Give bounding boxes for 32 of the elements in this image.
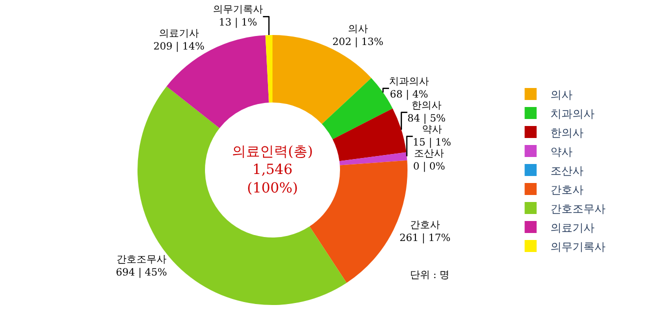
donut-slice [332,108,406,162]
legend-label: 조산사 [550,164,584,178]
data-label: 694 | 45% [116,268,167,279]
slice-label: 한의사 [412,100,442,112]
slice-label: 간호조무사 [116,254,166,266]
data-label: 13 | 1% [218,18,258,29]
data-label: 68 | 4% [390,89,428,100]
text: 의료인력(총) 1,546 (100%) [232,144,313,196]
donut-slice [265,35,272,103]
legend-label: 치과의사 [550,107,595,120]
legend-label: 의료기사 [550,221,595,234]
data-label: 209 | 14% [153,42,204,53]
text: 0 | 0% [413,161,446,172]
data-label: 15 | 1% [412,137,452,148]
donut-slice [339,152,408,166]
text: 단위 : 명 [410,270,450,281]
category-label: 조산사 [414,148,444,160]
slice-label: 의사 [348,24,368,36]
slice-label: 의료기사 [158,28,199,40]
slice-label: 치과의사 [389,76,430,88]
legend-label: 간호사 [550,183,584,196]
legend-label: 약사 [550,145,573,158]
legend-label: 의무기록사 [550,240,606,254]
slice-label: 의무기록사 [212,4,263,16]
legend-label: 한의사 [550,126,584,140]
slice-label: 약사 [422,124,442,136]
legend-label: 간호조무사 [550,202,606,216]
data-label: 202 | 13% [332,37,384,48]
data-label: 84 | 5% [407,113,446,124]
data-label: 261 | 17% [400,233,451,244]
legend-label: 의사 [550,88,573,102]
slice-label: 간호사 [410,220,440,232]
